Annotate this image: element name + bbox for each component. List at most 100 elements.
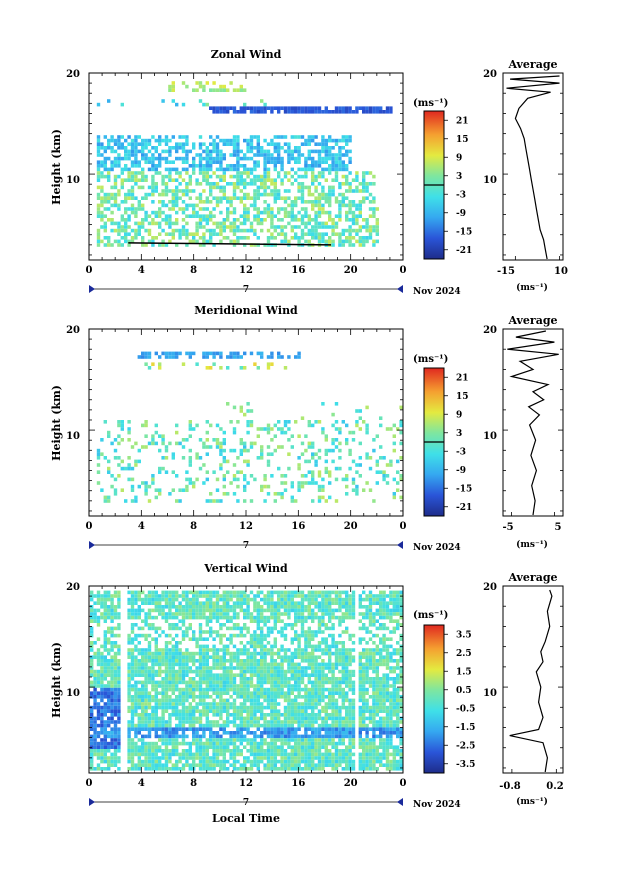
heatmap-cell [256, 153, 260, 157]
heatmap-cell [124, 200, 128, 204]
heatmap-cell [168, 626, 172, 631]
heatmap-cell [134, 669, 138, 674]
heatmap-cell [246, 448, 250, 453]
heatmap-cell [134, 232, 138, 236]
heatmap-cell [300, 651, 305, 656]
vertical-title: Vertical Wind [203, 562, 288, 575]
heatmap-cell [375, 459, 379, 464]
heatmap-cell [96, 734, 101, 739]
heatmap-cell [358, 243, 362, 247]
heatmap-cell [158, 608, 162, 613]
heatmap-cell [110, 243, 114, 247]
heatmap-cell [192, 189, 196, 193]
heatmap-cell [168, 214, 172, 218]
heatmap-cell [141, 723, 145, 728]
heatmap-cell [382, 477, 386, 482]
meridional-ytick-10: 10 [66, 431, 80, 442]
heatmap-cell [130, 741, 135, 746]
heatmap-cell [127, 695, 131, 699]
heatmap-cell [256, 767, 260, 771]
heatmap-cell [181, 189, 186, 193]
heatmap-cell [134, 182, 138, 186]
heatmap-cell [168, 138, 172, 143]
heatmap-cell [144, 362, 148, 366]
heatmap-cell [239, 752, 243, 757]
heatmap-cell [385, 474, 390, 478]
heatmap-cell [198, 243, 203, 247]
heatmap-cell [273, 499, 277, 503]
heatmap-cell [222, 225, 226, 229]
heatmap-cell [246, 218, 250, 222]
heatmap-cell [215, 741, 220, 746]
heatmap-cell [113, 178, 118, 182]
heatmap-cell [358, 214, 362, 218]
heatmap-cell [185, 691, 189, 695]
heatmap-cell [164, 720, 169, 724]
heatmap-cell [110, 687, 114, 692]
heatmap-cell [127, 590, 131, 595]
heatmap-cell [181, 637, 186, 641]
heatmap-cell [243, 601, 247, 605]
heatmap-cell [287, 452, 291, 456]
heatmap-cell [256, 210, 260, 215]
heatmap-cell [127, 239, 131, 244]
heatmap-cell [266, 702, 271, 706]
heatmap-cell [141, 590, 145, 595]
colorbar-tick-label: -9 [456, 209, 466, 219]
heatmap-cell [317, 207, 322, 211]
heatmap-cell [151, 687, 155, 692]
heatmap-cell [127, 677, 131, 681]
heatmap-cell [147, 156, 152, 161]
heatmap-cell [164, 648, 169, 652]
heatmap-cell [260, 666, 264, 670]
heatmap-cell [219, 709, 223, 713]
heatmap-cell [307, 420, 311, 424]
heatmap-cell [249, 684, 254, 688]
heatmap-cell [103, 648, 107, 652]
heatmap-cell [311, 160, 315, 164]
heatmap-cell [151, 221, 155, 226]
heatmap-cell [209, 366, 213, 370]
heatmap-cell [290, 677, 294, 681]
colorbar-tick-label: -21 [456, 503, 472, 513]
heatmap-cell [103, 759, 107, 764]
heatmap-cell [273, 651, 277, 656]
heatmap-cell [93, 691, 97, 695]
heatmap-cell [270, 601, 274, 605]
heatmap-cell [236, 456, 240, 460]
heatmap-cell [202, 142, 206, 146]
heatmap-cell [90, 734, 94, 739]
heatmap-cell [205, 659, 209, 663]
colorbar-tick-label: -9 [456, 466, 466, 476]
heatmap-cell [338, 456, 342, 460]
heatmap-cell [117, 713, 121, 717]
heatmap-cell [236, 351, 240, 356]
heatmap-cell [270, 605, 274, 609]
heatmap-cell [287, 767, 291, 771]
heatmap-cell [287, 142, 291, 146]
heatmap-cell [171, 355, 175, 359]
heatmap-cell [256, 236, 260, 240]
heatmap-cell [137, 459, 141, 464]
heatmap-cell [185, 171, 189, 175]
heatmap-cell [273, 662, 277, 667]
heatmap-cell [154, 723, 158, 728]
heatmap-cell [96, 456, 101, 460]
heatmap-cell [171, 488, 175, 492]
heatmap-cell [277, 605, 281, 609]
heatmap-cell [151, 164, 155, 168]
heatmap-cell [253, 687, 257, 692]
heatmap-cell [151, 666, 155, 670]
heatmap-cell [205, 171, 209, 175]
heatmap-cell [192, 164, 196, 168]
heatmap-cell [198, 630, 203, 634]
heatmap-cell [239, 705, 243, 710]
heatmap-cell [226, 691, 230, 695]
heatmap-cell [266, 167, 271, 172]
heatmap-cell [277, 702, 281, 706]
heatmap-cell [161, 178, 165, 182]
heatmap-cell [198, 727, 203, 731]
heatmap-cell [205, 594, 209, 598]
heatmap-cell [175, 203, 179, 208]
heatmap-cell [209, 590, 213, 595]
